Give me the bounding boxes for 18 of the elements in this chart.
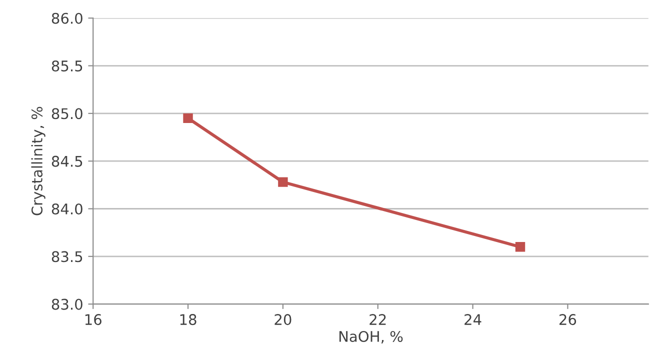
x-tick-label: 24 (464, 314, 482, 325)
x-tick-label: 20 (274, 314, 292, 326)
y-tick-label: 84.5 (52, 156, 82, 167)
x-tick-label: 16 (85, 314, 102, 326)
point (515, 242, 526, 252)
y-tick-label: 85.0 (52, 108, 82, 120)
y-tick-label: 85.5 (52, 60, 82, 72)
y-tick-label: 83.0 (52, 298, 82, 310)
x-tick-label: 22 (370, 314, 386, 325)
y-tick-label: 86.0 (52, 12, 82, 24)
point (278, 177, 288, 187)
y-tick-label: 84.0 (52, 203, 82, 214)
y-tick-label: 83.5 (52, 251, 82, 262)
point (183, 113, 193, 124)
y-axis-title: Crystallinity, % (31, 106, 46, 216)
x-tick-label: 26 (560, 314, 576, 326)
x-tick-label: 18 (180, 314, 196, 326)
x-axis-title: NaOH, % (339, 330, 403, 344)
